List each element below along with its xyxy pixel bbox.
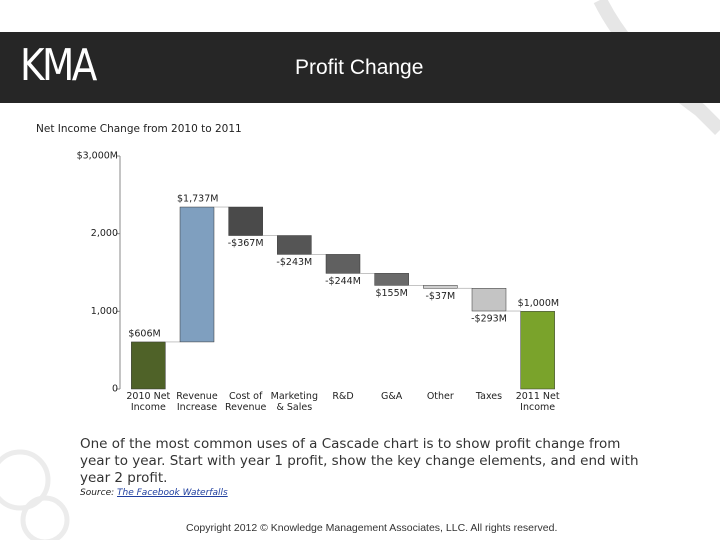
footer: Copyright 2012 © Knowledge Management As…: [186, 522, 558, 534]
circle-decor: [0, 449, 51, 511]
value-label: -$293M: [471, 314, 507, 325]
x-label-box: Cost of Revenue: [224, 391, 267, 413]
circle-decor: [20, 495, 70, 540]
bar: [325, 254, 361, 274]
bar: [277, 235, 312, 255]
chart-title: Net Income Change from 2010 to 2011: [36, 123, 242, 135]
bar: [520, 311, 555, 390]
value-label: -$367M: [228, 238, 264, 249]
source: Source: The Facebook Waterfalls: [80, 488, 228, 498]
source-link[interactable]: The Facebook Waterfalls: [117, 488, 228, 498]
x-label-box: G&A: [381, 391, 403, 402]
value-label: $155M: [375, 288, 407, 299]
y-tick-label: 2,000: [91, 228, 118, 239]
logo: KMA: [20, 40, 97, 91]
bar: [179, 206, 215, 343]
source-label: Source:: [80, 488, 115, 498]
bar: [374, 273, 409, 286]
x-tick-label: Marketing & Sales: [270, 391, 318, 413]
value-label: $1,000M: [518, 298, 559, 309]
x-tick-label: R&D: [332, 391, 354, 402]
bar: [131, 341, 166, 390]
value-label: -$243M: [276, 257, 312, 268]
x-label-box: 2011 Net Income: [515, 391, 560, 413]
x-label-box: Revenue Increase: [176, 391, 218, 413]
bar: [423, 285, 458, 289]
y-tick-label: 1,000: [91, 306, 118, 317]
x-tick-label: Taxes: [475, 391, 503, 402]
x-label-box: Other: [426, 391, 454, 402]
value-label: -$37M: [425, 291, 455, 302]
header-bar: [0, 32, 720, 103]
value-label: -$244M: [325, 276, 361, 287]
bar: [471, 288, 507, 312]
x-label-box: Marketing & Sales: [270, 391, 318, 413]
x-tick-label: Other: [426, 391, 454, 402]
x-label-box: Taxes: [475, 391, 503, 402]
value-label: $1,737M: [177, 194, 218, 205]
x-tick-label: Cost of Revenue: [224, 391, 267, 413]
x-tick-label: G&A: [381, 391, 403, 402]
value-label: $606M: [128, 328, 160, 339]
bar: [228, 206, 263, 236]
y-tick-label: $3,000M: [77, 151, 118, 162]
x-tick-label: 2010 Net Income: [126, 391, 171, 413]
slide-title: Profit Change: [295, 56, 424, 79]
body-text: One of the most common uses of a Cascade…: [80, 436, 639, 486]
x-tick-label: Revenue Increase: [176, 391, 218, 413]
x-tick-label: 2011 Net Income: [515, 391, 560, 413]
x-label-box: R&D: [332, 391, 354, 402]
x-label-box: 2010 Net Income: [126, 391, 171, 413]
y-tick-label: 0: [112, 384, 118, 395]
